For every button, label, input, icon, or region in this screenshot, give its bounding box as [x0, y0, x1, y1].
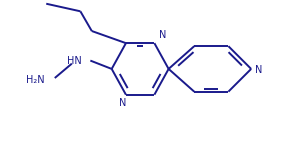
Text: N: N	[119, 99, 127, 108]
Text: N: N	[255, 65, 263, 75]
Text: HN: HN	[67, 56, 82, 66]
Text: N: N	[159, 30, 166, 40]
Text: H₂N: H₂N	[25, 75, 44, 84]
